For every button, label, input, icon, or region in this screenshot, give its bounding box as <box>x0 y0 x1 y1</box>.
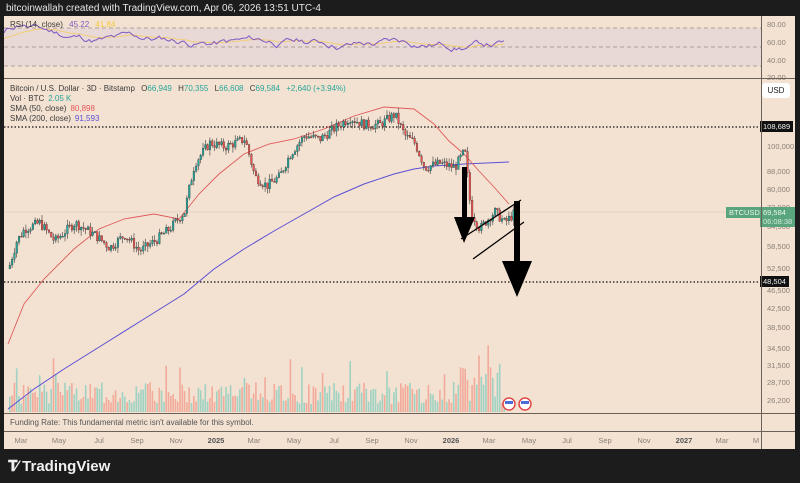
time-axis-label: Nov <box>169 436 183 445</box>
pane-divider <box>4 78 795 79</box>
pane-divider <box>4 413 795 414</box>
time-axis-label: Jul <box>94 436 104 445</box>
time-axis-label: May <box>51 436 67 445</box>
time-axis-label: 2025 <box>207 436 225 445</box>
down-arrow-icon <box>454 167 475 243</box>
rsi-ma-value: 41.84 <box>95 20 116 29</box>
chart-header: bitcoinwallah created with TradingView.c… <box>6 3 321 14</box>
bar-countdown: 06:08:38 <box>763 217 793 226</box>
time-axis-label: 2027 <box>675 436 693 445</box>
rsi-axis: 80.00 60.00 40.00 20.00 <box>767 20 786 82</box>
rsi-value: 45.22 <box>69 20 90 29</box>
rsi-legend: RSI (14, close) 45.22 41.84 <box>10 20 116 29</box>
time-axis-label: Mar <box>14 436 28 445</box>
time-axis-label: Sep <box>598 436 612 445</box>
time-axis-label: Jul <box>329 436 339 445</box>
rsi-pane <box>4 23 761 67</box>
time-axis[interactable]: Mar May Jul Sep Nov 2025 Mar May Jul Sep Nov 2026 Ma… <box>4 432 761 449</box>
chart-frame: RSI (14, close) 45.22 41.84 80.00 60.00 … <box>4 16 796 449</box>
symbol-title: Bitcoin / U.S. Dollar · 3D · Bitstamp <box>10 84 135 93</box>
last-price-tag: 69,584 06:08:38 <box>760 207 796 227</box>
time-axis-label: Nov <box>637 436 651 445</box>
time-axis-label: Nov <box>404 436 418 445</box>
price-pane <box>4 106 761 412</box>
price-change: +2,640 (+3.94%) <box>286 84 346 93</box>
price-axis-border <box>761 16 762 449</box>
time-axis-label: May <box>521 436 537 445</box>
time-axis-label: M <box>752 436 760 445</box>
tradingview-logo: 𝐓∕ TradingView <box>8 458 111 475</box>
tradingview-mark-icon: 𝐓∕ <box>8 458 18 475</box>
time-axis-label: Mar <box>482 436 496 445</box>
main-legend: Bitcoin / U.S. Dollar · 3D · Bitstamp O6… <box>10 84 346 123</box>
target-price-tag: 48,504 <box>760 276 789 287</box>
time-axis-label: Mar <box>715 436 729 445</box>
time-axis-label: Mar <box>247 436 261 445</box>
time-axis-label: 2026 <box>442 436 460 445</box>
time-axis-label: Jul <box>562 436 572 445</box>
symbol-tag: BTCUSD <box>726 207 763 218</box>
time-axis-label: May <box>286 436 302 445</box>
down-arrow-icon <box>502 201 532 297</box>
currency-button[interactable]: USD <box>762 83 790 98</box>
time-axis-label: Sep <box>130 436 144 445</box>
us-flag-event-icon <box>502 397 532 411</box>
pane-divider <box>4 431 795 432</box>
funding-rate-notice: Funding Rate: This fundamental metric is… <box>10 418 254 427</box>
resistance-price-tag: 108,689 <box>760 121 794 132</box>
time-axis-label: Sep <box>365 436 379 445</box>
